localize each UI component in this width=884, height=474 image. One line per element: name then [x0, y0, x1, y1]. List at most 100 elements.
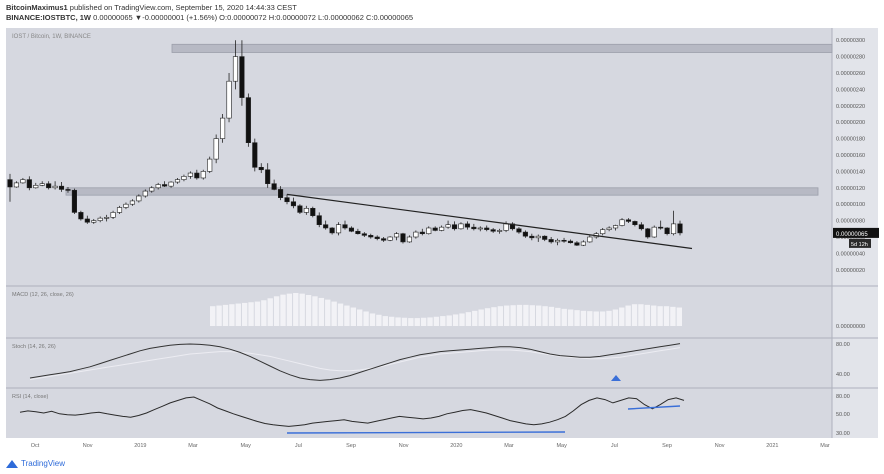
- candle: [432, 227, 438, 231]
- macd-bar: [446, 315, 452, 326]
- price-tick-label: 0.00000260: [836, 71, 865, 77]
- candle: [303, 208, 309, 213]
- candle: [329, 227, 335, 234]
- macd-bar: [433, 316, 440, 326]
- macd-bar: [676, 307, 682, 326]
- candle: [400, 233, 406, 243]
- price-tick-label: 0.00000180: [836, 137, 865, 143]
- time-tick-label: Mar: [504, 443, 514, 449]
- macd-bar: [644, 304, 651, 326]
- macd-bar: [293, 293, 299, 326]
- macd-bar: [497, 306, 504, 326]
- macd-bar: [337, 303, 344, 326]
- candle: [239, 56, 245, 98]
- rsi-hidden-divergence-line: [627, 405, 681, 410]
- macd-bar: [440, 316, 446, 326]
- macd-bar: [363, 311, 369, 326]
- macd-bar: [254, 301, 261, 326]
- macd-bar: [299, 293, 305, 326]
- tradingview-brand[interactable]: TradingView: [21, 459, 66, 468]
- macd-bar: [388, 316, 395, 326]
- macd-bar: [350, 307, 357, 326]
- price-tick-label: 0.00000040: [836, 251, 865, 257]
- candle: [226, 80, 232, 119]
- candle: [645, 228, 651, 238]
- macd-bar: [241, 302, 248, 326]
- price-chart[interactable]: IOST / Bitcoin, 1W, BINANCE 0.00000300 0.0…: [0, 24, 884, 460]
- candle: [149, 187, 155, 192]
- candle: [387, 236, 393, 241]
- rsi-axis-80: 80.00: [836, 394, 850, 400]
- macd-bar: [459, 313, 465, 326]
- candle: [619, 219, 625, 226]
- macd-bar: [670, 306, 676, 326]
- candle: [439, 226, 445, 231]
- macd-bar: [625, 305, 631, 326]
- candle: [587, 236, 593, 243]
- candle: [374, 236, 380, 239]
- candle: [284, 197, 290, 203]
- candle: [413, 231, 419, 238]
- candle: [290, 201, 297, 207]
- candle: [477, 227, 483, 230]
- macd-bar: [235, 303, 241, 326]
- candle: [65, 189, 71, 191]
- macd-bar: [574, 310, 580, 326]
- candle: [638, 224, 644, 230]
- candle: [232, 56, 239, 82]
- candle: [664, 227, 670, 235]
- macd-bar: [222, 304, 229, 326]
- candle: [336, 224, 342, 234]
- time-tick-label: Mar: [188, 443, 198, 449]
- candle: [7, 179, 13, 188]
- published-text: published on TradingView.com, September …: [69, 3, 297, 12]
- candle: [625, 219, 632, 222]
- candle: [278, 189, 284, 198]
- candle: [13, 182, 19, 188]
- candle: [71, 189, 77, 213]
- candle: [651, 226, 657, 238]
- macd-bar: [516, 304, 523, 326]
- price-tick-label: 0.00000200: [836, 120, 865, 126]
- macd-bar: [273, 296, 280, 326]
- time-tick-label: Oct: [31, 443, 40, 449]
- price-tick-label: 0.00000060: [836, 235, 865, 241]
- last-price-tag: [833, 227, 879, 238]
- author-name[interactable]: BitcoinMaximus1: [6, 3, 68, 12]
- price-tick-label: 0.00000120: [836, 186, 865, 192]
- candle: [33, 185, 39, 189]
- macd-bar: [663, 306, 670, 326]
- candle: [574, 242, 580, 246]
- countdown-label: 5d 12h: [851, 242, 868, 248]
- macd-bar: [555, 307, 561, 326]
- candle: [535, 235, 541, 239]
- last-price-label: 0.00000065: [836, 232, 868, 238]
- candle: [39, 183, 45, 186]
- macd-bar: [216, 305, 222, 326]
- candle: [606, 227, 612, 230]
- macd-bar: [491, 307, 497, 326]
- candle: [187, 172, 193, 177]
- candle: [123, 203, 129, 208]
- macd-bar: [420, 317, 427, 326]
- candle: [181, 176, 187, 180]
- candle: [445, 224, 451, 228]
- symbol-label: BINANCE:IOSTBTC, 1W: [6, 13, 91, 22]
- stoch-axis-40: 40.00: [836, 372, 850, 378]
- time-tick-label: May: [240, 443, 251, 449]
- macd-bar: [280, 294, 286, 326]
- candle: [78, 212, 84, 220]
- candle: [542, 235, 548, 240]
- chart-header-line2: BINANCE:IOSTBTC, 1W 0.00000065 ▼-0.00000…: [6, 13, 413, 22]
- macd-bar: [587, 311, 593, 326]
- chart-header-line1: BitcoinMaximus1 published on TradingView…: [6, 3, 297, 12]
- candle: [162, 184, 168, 187]
- macd-bar: [651, 305, 657, 326]
- macd-bar: [465, 312, 472, 326]
- candle: [484, 227, 490, 230]
- candle: [245, 97, 251, 143]
- candle: [265, 169, 271, 184]
- macd-bar: [369, 313, 376, 326]
- candle: [516, 228, 522, 233]
- time-tick-label: Mar: [820, 443, 830, 449]
